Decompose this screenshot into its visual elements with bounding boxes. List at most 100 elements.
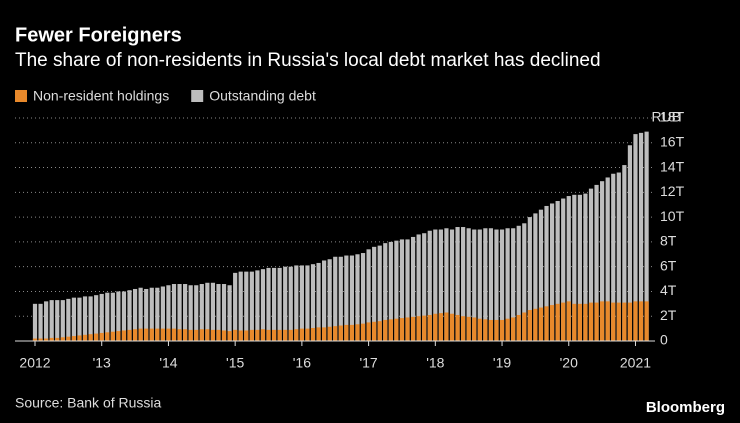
bar bbox=[483, 228, 488, 341]
bar bbox=[360, 253, 366, 341]
y-tick-label: 4T bbox=[660, 282, 677, 298]
bar bbox=[566, 196, 571, 341]
bar bbox=[266, 267, 271, 341]
bar bbox=[505, 228, 510, 341]
bar bbox=[472, 229, 477, 341]
bar bbox=[199, 329, 204, 341]
bar bbox=[644, 131, 649, 341]
bar bbox=[310, 264, 316, 341]
bar bbox=[527, 310, 532, 341]
bar bbox=[294, 265, 299, 341]
bar bbox=[210, 329, 216, 341]
bar bbox=[511, 228, 516, 341]
bar bbox=[499, 319, 505, 341]
bar bbox=[422, 315, 427, 341]
bar bbox=[221, 330, 227, 341]
bar bbox=[416, 234, 421, 341]
bar bbox=[572, 194, 577, 341]
bar bbox=[82, 296, 88, 341]
bar bbox=[605, 177, 610, 341]
bar bbox=[633, 134, 638, 341]
bar bbox=[216, 329, 221, 341]
bar bbox=[622, 165, 627, 341]
bar bbox=[433, 229, 438, 341]
bar bbox=[549, 305, 555, 341]
bar bbox=[511, 317, 516, 341]
bar bbox=[488, 319, 494, 341]
bar bbox=[405, 317, 410, 341]
bar bbox=[588, 188, 594, 341]
bar bbox=[611, 302, 616, 341]
bar bbox=[32, 338, 38, 341]
bar bbox=[399, 318, 405, 341]
y-tick-label: 14T bbox=[660, 158, 685, 174]
bar bbox=[160, 286, 165, 341]
x-tick-label: '15 bbox=[226, 355, 244, 371]
bar bbox=[32, 303, 38, 341]
bar bbox=[494, 229, 499, 341]
bar bbox=[44, 338, 49, 341]
bar bbox=[177, 329, 182, 341]
bar bbox=[310, 327, 316, 341]
bar bbox=[121, 291, 127, 341]
bar bbox=[572, 303, 577, 341]
bar bbox=[116, 291, 121, 341]
bar bbox=[416, 316, 421, 341]
bar bbox=[372, 246, 377, 341]
bar bbox=[238, 330, 243, 341]
bar bbox=[60, 337, 65, 341]
chart-subtitle: The share of non-residents in Russia's l… bbox=[15, 50, 601, 71]
bar bbox=[505, 318, 510, 341]
bar bbox=[88, 334, 93, 341]
bar bbox=[110, 331, 115, 341]
bar bbox=[99, 293, 104, 341]
bar bbox=[544, 306, 549, 341]
bar bbox=[338, 325, 343, 341]
source: Source: Bank of Russia bbox=[15, 395, 162, 411]
bar bbox=[544, 205, 549, 341]
bar bbox=[377, 321, 382, 341]
bar bbox=[438, 229, 443, 341]
bar bbox=[383, 319, 388, 341]
bar bbox=[355, 254, 360, 341]
bar bbox=[616, 302, 621, 341]
bar bbox=[110, 292, 115, 341]
bar bbox=[144, 328, 149, 341]
bar bbox=[577, 194, 582, 341]
bar bbox=[644, 301, 649, 341]
bar bbox=[549, 203, 555, 341]
bar bbox=[194, 285, 199, 341]
bar bbox=[94, 333, 99, 341]
bar bbox=[183, 284, 188, 341]
bar bbox=[49, 300, 54, 341]
bar bbox=[171, 328, 177, 341]
bar bbox=[522, 312, 527, 341]
bar bbox=[66, 298, 71, 341]
bar bbox=[483, 319, 488, 341]
bar bbox=[388, 319, 393, 341]
bar bbox=[583, 303, 588, 341]
y-tick-label: 16T bbox=[660, 133, 685, 149]
bar bbox=[538, 307, 544, 341]
bar bbox=[121, 330, 127, 341]
bar bbox=[444, 312, 449, 341]
legend-label: Outstanding debt bbox=[209, 88, 316, 104]
brand: Bloomberg bbox=[646, 399, 725, 416]
bar bbox=[271, 329, 277, 341]
bar bbox=[449, 313, 455, 341]
bar bbox=[55, 337, 60, 341]
bar bbox=[66, 336, 71, 341]
bar bbox=[77, 335, 82, 341]
bar bbox=[205, 282, 210, 341]
bar bbox=[105, 292, 110, 341]
bar bbox=[533, 213, 538, 341]
bar bbox=[344, 324, 349, 341]
bar bbox=[60, 300, 65, 341]
bar bbox=[255, 329, 260, 341]
bar bbox=[455, 227, 460, 341]
bar bbox=[305, 265, 310, 341]
bar bbox=[71, 297, 77, 341]
bar bbox=[600, 301, 605, 341]
bar bbox=[233, 272, 238, 341]
bar bbox=[605, 301, 610, 341]
